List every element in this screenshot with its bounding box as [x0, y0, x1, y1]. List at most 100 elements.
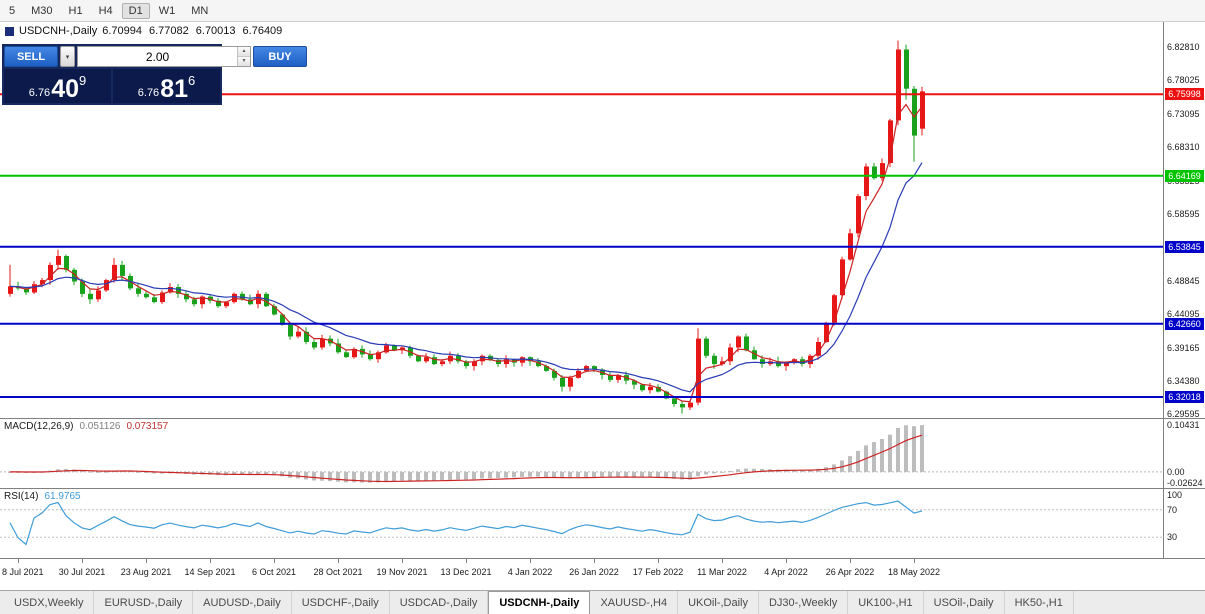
- axis-tick: 6.78025: [1167, 75, 1200, 86]
- date-tick: [594, 559, 595, 563]
- volume-dropdown-button[interactable]: ▾: [60, 46, 75, 67]
- chart-tab-uk100-h1[interactable]: UK100-,H1: [848, 591, 924, 614]
- price-level-label: 6.64169: [1165, 169, 1204, 182]
- macd-main-value: 0.051126: [79, 421, 121, 432]
- date-label: 17 Feb 2022: [632, 567, 684, 577]
- date-tick: [402, 559, 403, 563]
- rsi-axis: 100 70 30: [1163, 489, 1205, 558]
- volume-spinner: ▲ ▼: [237, 47, 250, 66]
- sell-price-prefix: 6.76: [28, 87, 51, 99]
- sell-price-main: 40: [51, 75, 79, 103]
- volume-decrease-button[interactable]: ▼: [238, 57, 250, 66]
- timeframe-toolbar: 5 M30 H1 H4 D1 W1 MN: [0, 0, 1205, 22]
- date-label: 30 Jul 2021: [58, 567, 106, 577]
- ohlc-close: 6.76409: [242, 25, 283, 37]
- chart-tab-ukoil-daily[interactable]: UKOil-,Daily: [678, 591, 759, 614]
- date-label: 23 Aug 2021: [120, 567, 172, 577]
- macd-signal-value: 0.073157: [126, 421, 169, 432]
- timeframe-button-w1[interactable]: W1: [158, 4, 176, 17]
- date-label: 4 Jan 2022: [507, 567, 553, 577]
- date-label: 18 May 2022: [887, 567, 941, 577]
- axis-tick: 0.00: [1167, 466, 1185, 477]
- rsi-value: 61.9765: [44, 491, 81, 502]
- timeframe-button-5[interactable]: 5: [9, 4, 16, 17]
- axis-tick: 6.29595: [1167, 408, 1200, 419]
- date-tick: [850, 559, 851, 563]
- axis-tick: 6.48845: [1167, 276, 1200, 287]
- date-tick: [210, 559, 211, 563]
- chart-tab-usdcad-daily[interactable]: USDCAD-,Daily: [390, 591, 489, 614]
- axis-tick: 6.58595: [1167, 209, 1200, 220]
- ohlc-high: 6.77082: [149, 25, 189, 37]
- date-tick: [82, 559, 83, 563]
- chart-tab-audusd-daily[interactable]: AUDUSD-,Daily: [193, 591, 292, 614]
- chart-tab-bar: USDX,Weekly EURUSD-,Daily AUDUSD-,Daily USD…: [0, 590, 1205, 614]
- volume-input[interactable]: [78, 47, 237, 66]
- buy-price-main: 81: [160, 75, 188, 103]
- chart-tab-dj30-weekly[interactable]: DJ30-,Weekly: [759, 591, 849, 614]
- axis-tick: -0.02624: [1167, 478, 1203, 488]
- timeframe-button-m30[interactable]: M30: [31, 4, 53, 17]
- rsi-plot[interactable]: RSI(14) 61.9765: [0, 489, 1163, 558]
- ohlc-low: 6.70013: [195, 25, 236, 37]
- volume-field: ▲ ▼: [77, 46, 251, 67]
- axis-tick: 6.39165: [1167, 342, 1200, 353]
- date-label: 26 Apr 2022: [825, 567, 875, 577]
- axis-tick: 6.73095: [1167, 109, 1200, 120]
- chart-tab-usdchf-daily[interactable]: USDCHF-,Daily: [292, 591, 390, 614]
- sell-price-pip: 9: [79, 73, 87, 88]
- rsi-name: RSI(14): [4, 491, 39, 502]
- volume-increase-button[interactable]: ▲: [238, 47, 250, 57]
- date-label: 28 Oct 2021: [313, 567, 363, 577]
- date-tick: [786, 559, 787, 563]
- date-tick: [530, 559, 531, 563]
- timeframe-button-h1[interactable]: H1: [68, 4, 83, 17]
- axis-tick: 6.68310: [1167, 142, 1200, 153]
- macd-name: MACD(12,26,9): [4, 421, 74, 432]
- macd-axis: 0.10431 0.00 -0.02624: [1163, 419, 1205, 488]
- buy-price-pip: 6: [188, 73, 196, 88]
- timeframe-button-mn[interactable]: MN: [191, 4, 209, 17]
- axis-tick: 6.34380: [1167, 375, 1200, 386]
- date-axis: 8 Jul 2021 30 Jul 2021 23 Aug 2021 14 Sep 2…: [0, 558, 1205, 590]
- timeframe-button-h4[interactable]: H4: [98, 4, 113, 17]
- date-tick: [914, 559, 915, 563]
- axis-tick: 100: [1167, 490, 1183, 500]
- axis-tick: 6.82810: [1167, 42, 1200, 53]
- rsi-label: RSI(14) 61.9765: [4, 491, 81, 502]
- main-chart-panel: USDCNH-,Daily 6.70994 6.77082 6.70013 6.…: [0, 22, 1205, 419]
- date-label: 14 Sep 2021: [184, 567, 236, 577]
- macd-label: MACD(12,26,9) 0.051126 0.073157: [4, 421, 168, 432]
- date-tick: [18, 559, 19, 563]
- axis-tick: 70: [1167, 504, 1178, 515]
- date-label: 19 Nov 2021: [376, 567, 428, 577]
- chart-tab-hk50-h1[interactable]: HK50-,H1: [1005, 591, 1074, 614]
- date-tick: [722, 559, 723, 563]
- chart-icon: [5, 26, 14, 36]
- price-chart-plot[interactable]: USDCNH-,Daily 6.70994 6.77082 6.70013 6.…: [0, 22, 1163, 418]
- chart-tab-usdx-weekly[interactable]: USDX,Weekly: [4, 591, 95, 614]
- ohlc-readout: 6.70994 6.77082 6.70013 6.76409: [102, 25, 282, 37]
- timeframe-button-d1[interactable]: D1: [121, 2, 150, 19]
- one-click-trading-panel: SELL ▾ ▲ ▼ BUY 6.76409: [2, 44, 307, 105]
- date-label: 13 Dec 2021: [440, 567, 492, 577]
- macd-histogram: [8, 425, 924, 483]
- date-label: 4 Apr 2022: [764, 567, 808, 577]
- date-tick: [466, 559, 467, 563]
- sell-price-display[interactable]: 6.76 40 9: [4, 69, 111, 103]
- macd-signal-line: [10, 434, 923, 483]
- chart-tab-eurusd-daily[interactable]: EURUSD-,Daily: [94, 591, 194, 614]
- buy-price-display[interactable]: 6.76 81 6: [113, 69, 220, 103]
- chart-tab-usdcnh-daily[interactable]: USDCNH-,Daily: [488, 591, 591, 614]
- sell-button[interactable]: SELL: [4, 46, 58, 67]
- price-level-label: 6.42660: [1165, 317, 1204, 330]
- chart-tab-xauusd-h4[interactable]: XAUUSD-,H4: [590, 591, 679, 614]
- price-level-label: 6.75998: [1165, 88, 1204, 101]
- macd-plot[interactable]: MACD(12,26,9) 0.051126 0.073157: [0, 419, 1163, 488]
- chart-symbol-period: USDCNH-,Daily: [19, 25, 98, 37]
- rsi-panel: RSI(14) 61.9765 100 70 30: [0, 488, 1205, 558]
- chart-tab-usoil-daily[interactable]: USOil-,Daily: [924, 591, 1005, 614]
- ohlc-open: 6.70994: [102, 25, 142, 37]
- buy-button[interactable]: BUY: [253, 46, 307, 67]
